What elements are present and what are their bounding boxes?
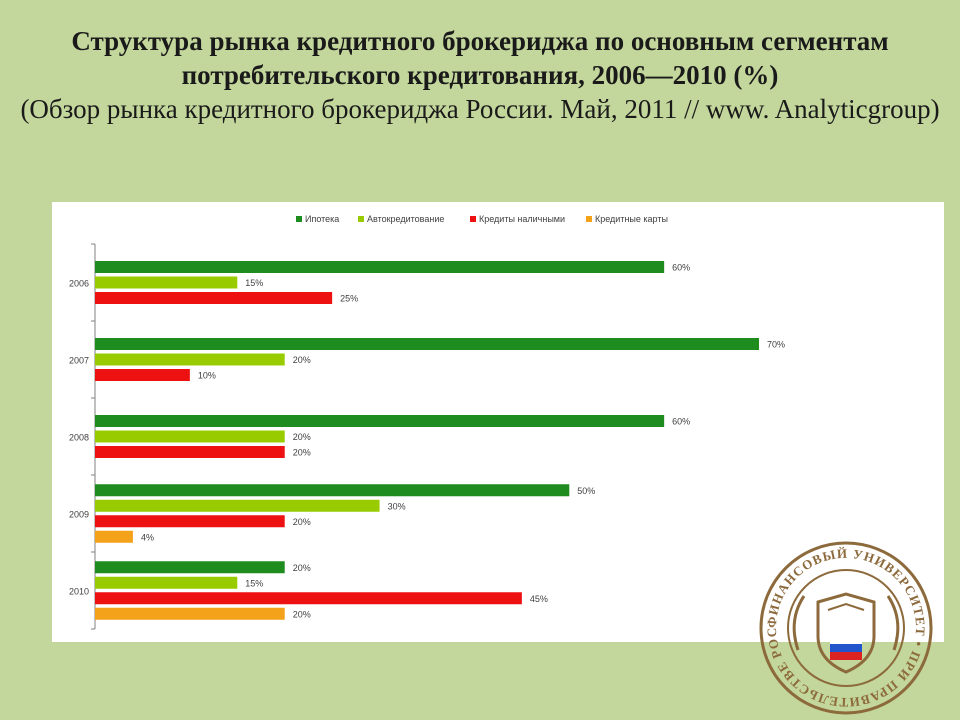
bar-data-label: 20% [293, 517, 311, 527]
bar [95, 353, 285, 366]
bar-data-label: 20% [293, 355, 311, 365]
legend-swatch [296, 216, 302, 222]
bar-data-label: 20% [293, 563, 311, 573]
slide-title-block: Структура рынка кредитного брокериджа по… [20, 24, 940, 126]
bar-data-label: 50% [577, 486, 595, 496]
bar-data-label: 70% [767, 340, 785, 350]
bar [95, 276, 238, 289]
chart-panel: Ипотека Автокредитование Кредиты наличными… [52, 202, 944, 642]
bar [95, 338, 759, 350]
bar [95, 484, 570, 497]
bar-data-label: 60% [672, 263, 690, 273]
category-label: 2006 [69, 279, 89, 289]
category-label: 2009 [69, 510, 89, 520]
category-label: 2008 [69, 433, 89, 443]
bar [95, 561, 285, 574]
legend-swatch [586, 216, 592, 222]
bar [95, 530, 133, 543]
bar-data-label: 15% [245, 278, 263, 288]
bar-data-label: 15% [245, 578, 263, 588]
bar [95, 430, 285, 443]
slide-title: Структура рынка кредитного брокериджа по… [71, 26, 889, 90]
legend-label: Автокредитование [367, 214, 444, 224]
slide-source: (Обзор рынка кредитного брокериджа Росси… [20, 94, 940, 124]
bar [95, 607, 285, 620]
bar [95, 369, 190, 381]
bar-data-label: 4% [141, 532, 154, 542]
bar-data-label: 20% [293, 609, 311, 619]
legend-label: Кредиты наличными [479, 214, 565, 224]
bar [95, 576, 238, 589]
legend-swatch [358, 216, 364, 222]
bar [95, 515, 285, 528]
legend-label: Ипотека [305, 214, 339, 224]
legend-swatch [470, 216, 476, 222]
legend-label: Кредитные карты [595, 214, 668, 224]
bar [95, 415, 665, 427]
bar [95, 292, 333, 304]
category-label: 2007 [69, 356, 89, 366]
bar-data-label: 30% [388, 501, 406, 511]
bar-data-label: 45% [530, 594, 548, 604]
university-seal-logo: ФИНАНСОВЫЙ УНИВЕРСИТЕТ • ПРИ ПРАВИТЕЛЬСТ… [758, 540, 933, 715]
bar [95, 592, 522, 605]
category-label: 2010 [69, 587, 89, 597]
bar-data-label: 10% [198, 371, 216, 381]
bar [95, 499, 380, 512]
bar [95, 261, 665, 273]
bar-data-label: 25% [340, 294, 358, 304]
bar-data-label: 20% [293, 432, 311, 442]
bar-data-label: 20% [293, 448, 311, 458]
bar-data-label: 60% [672, 417, 690, 427]
bar [95, 446, 285, 458]
bar-chart: Ипотека Автокредитование Кредиты наличными… [69, 214, 785, 630]
